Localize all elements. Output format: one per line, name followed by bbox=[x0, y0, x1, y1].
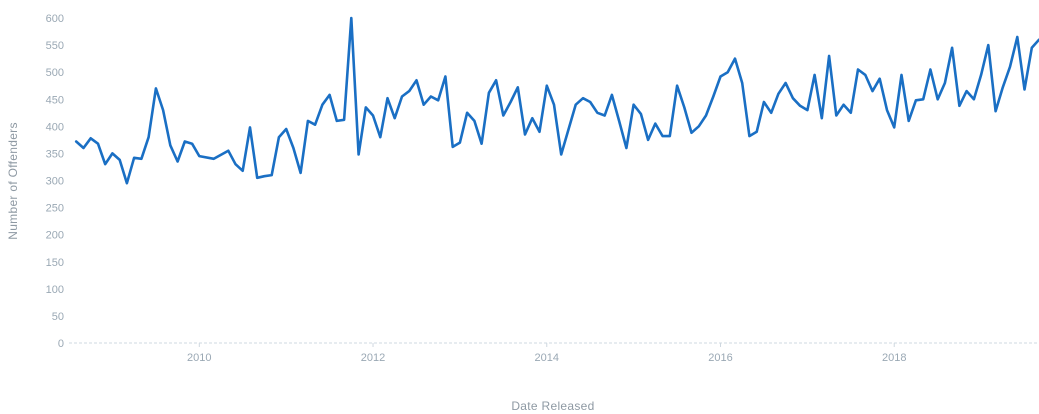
y-tick-label: 200 bbox=[46, 230, 64, 242]
x-tick-label: 2010 bbox=[187, 352, 211, 364]
x-tick-label: 2018 bbox=[882, 352, 906, 364]
y-tick-label: 600 bbox=[46, 13, 64, 25]
y-tick-label: 550 bbox=[46, 40, 64, 52]
y-tick-label: 50 bbox=[52, 311, 64, 323]
y-axis-title: Number of Offenders bbox=[6, 122, 20, 240]
series-line bbox=[74, 16, 1039, 185]
y-tick-label: 100 bbox=[46, 284, 64, 296]
x-axis-title: Date Released bbox=[511, 399, 594, 413]
y-tick-label: 0 bbox=[58, 338, 64, 350]
y-tick-label: 500 bbox=[46, 67, 64, 79]
y-tick-label: 350 bbox=[46, 148, 64, 160]
y-tick-label: 150 bbox=[46, 257, 64, 269]
y-tick-label: 450 bbox=[46, 94, 64, 106]
x-tick-label: 2012 bbox=[361, 352, 385, 364]
x-tick-label: 2016 bbox=[708, 352, 732, 364]
y-tick-label: 300 bbox=[46, 176, 64, 188]
y-axis-ticks: 0 50 100 150 200 250 300 350 400 450 500 550 600 bbox=[46, 13, 64, 350]
y-tick-label: 250 bbox=[46, 203, 64, 215]
y-tick-label: 400 bbox=[46, 121, 64, 133]
x-tick-label: 2014 bbox=[535, 352, 559, 364]
x-axis-ticks: 2010 2012 2014 2016 2018 bbox=[187, 343, 906, 364]
